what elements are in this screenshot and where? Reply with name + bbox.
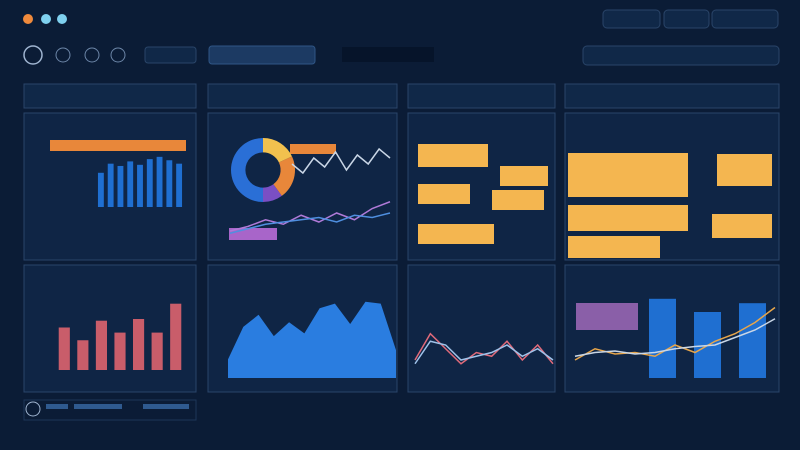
footer-bar[interactable] (143, 404, 189, 409)
highlight-bar (50, 140, 186, 151)
dark-field (342, 47, 434, 62)
bar (176, 163, 183, 207)
bar (77, 340, 89, 370)
panel-header (207, 83, 398, 109)
panel (407, 264, 556, 393)
bar (107, 163, 114, 207)
footer-bar[interactable] (74, 404, 122, 409)
panel-header (407, 83, 556, 109)
bar (166, 160, 173, 207)
note-card (500, 166, 548, 186)
bar (117, 165, 124, 207)
icon-button[interactable] (110, 47, 126, 63)
line (229, 212, 391, 234)
pie-slice (273, 156, 295, 196)
footer-icon[interactable] (25, 401, 41, 417)
toolbar[interactable] (582, 45, 780, 66)
bar (649, 298, 676, 378)
pie-slice (263, 138, 292, 163)
bar (58, 327, 70, 370)
note-card (576, 303, 638, 330)
top-button[interactable] (711, 9, 779, 29)
bar (137, 164, 143, 207)
panel-header (23, 83, 197, 109)
footer-bar[interactable] (46, 404, 68, 409)
bar (170, 303, 182, 370)
icon-button[interactable] (23, 45, 43, 65)
panel (23, 264, 197, 393)
bar (97, 172, 104, 207)
panel-headers (23, 83, 780, 109)
window-dot[interactable] (57, 14, 67, 24)
window-dot[interactable] (41, 14, 51, 24)
panel-header (564, 83, 780, 109)
bar (146, 159, 153, 207)
note-card (568, 205, 688, 231)
bar (133, 319, 145, 370)
top-button[interactable] (602, 9, 661, 29)
footer-frame (23, 399, 197, 421)
bar (95, 320, 107, 370)
note-card (568, 153, 688, 197)
area (228, 301, 396, 378)
note-card (418, 144, 488, 167)
bar (151, 332, 163, 370)
bar (114, 332, 126, 370)
top-button[interactable] (663, 9, 710, 29)
bar (739, 303, 766, 378)
filter-pill[interactable] (144, 46, 197, 64)
window-dot[interactable] (23, 14, 33, 24)
note-card (418, 224, 494, 244)
line (291, 147, 391, 175)
note-card (568, 236, 660, 258)
pie-slice (231, 138, 263, 202)
pie-slice (263, 184, 282, 202)
note-card (717, 154, 772, 186)
bar (156, 156, 163, 207)
note-cards (50, 140, 772, 330)
note-card (492, 190, 544, 210)
bar (127, 161, 134, 207)
icon-button[interactable] (84, 47, 100, 63)
search-input[interactable] (208, 45, 316, 65)
note-card (712, 214, 772, 238)
line (414, 340, 554, 365)
icon-button[interactable] (55, 47, 71, 63)
note-card (418, 184, 470, 204)
line (574, 318, 776, 357)
highlight-bar (290, 144, 336, 154)
